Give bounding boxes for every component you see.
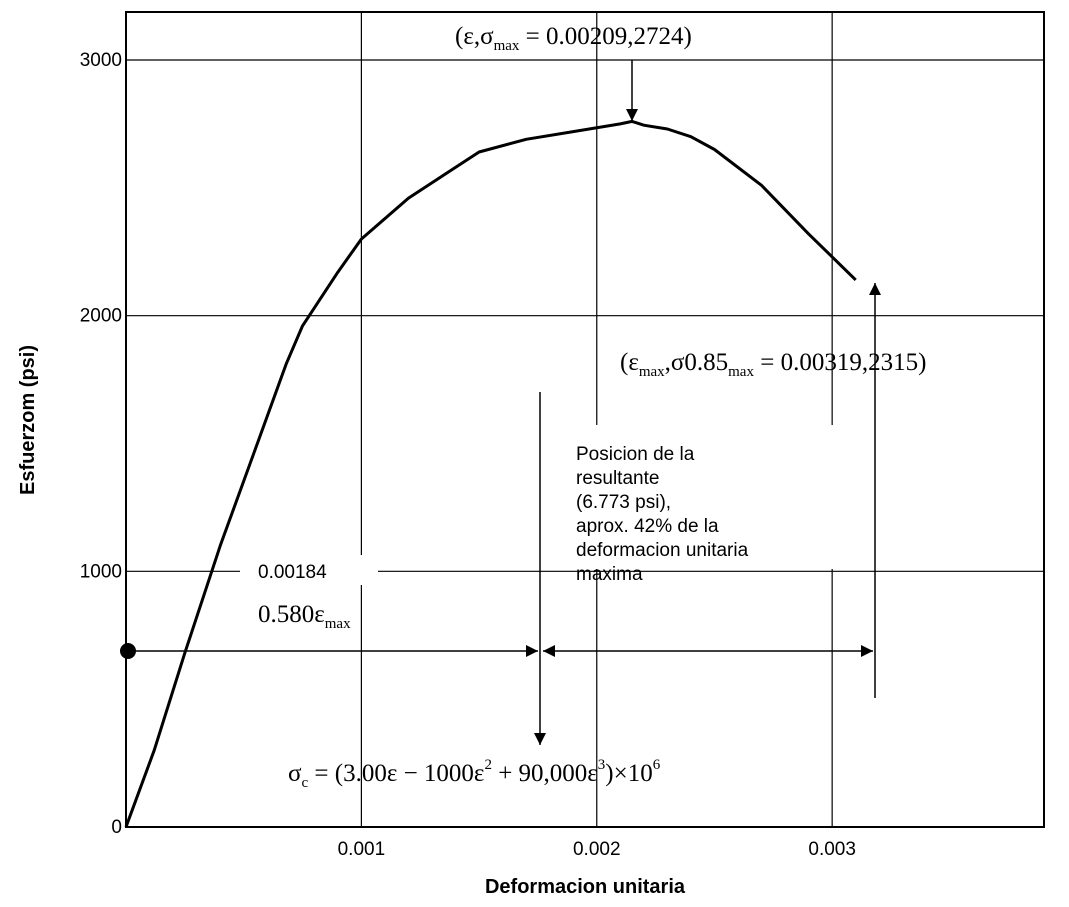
x-axis-title: Deformacion unitaria: [485, 876, 686, 898]
note-line: aprox. 42% de la: [576, 516, 719, 537]
resultant-note: Posicion de la resultante (6.773 psi), a…: [576, 444, 749, 585]
plot-frame: [125, 11, 1045, 828]
strain-ratio-label: 0.580εmax: [258, 601, 351, 632]
note-mask: [548, 425, 842, 569]
note-line: maxima: [576, 564, 643, 585]
strain-label-mask: [240, 555, 378, 585]
stress-strain-curve: [124, 119, 857, 828]
grid-lines: [126, 12, 1044, 827]
equation-annotation: σc = (3.00ε − 1000ε2 + 90,000ε3)×106: [288, 757, 661, 791]
note-line: (6.773 psi),: [576, 492, 671, 513]
series-group: [124, 119, 857, 828]
tick-labels: 0.001 0.002 0.003 0 1000 2000 3000: [80, 50, 856, 860]
strain-value-label: 0.00184: [258, 562, 327, 583]
end-point-annotation: (εmax,σ0.85max = 0.00319,2315): [620, 349, 926, 380]
y-tick-label: 1000: [80, 561, 122, 582]
y-tick-label: 2000: [80, 306, 122, 327]
x-tick-label: 0.003: [808, 839, 856, 860]
x-tick-label: 0.001: [338, 839, 386, 860]
note-line: deformacion unitaria: [576, 540, 749, 561]
y-axis-title: Esfuerzom (psi): [17, 345, 39, 495]
x-tick-label: 0.002: [573, 839, 621, 860]
y-tick-label: 0: [111, 817, 122, 838]
origin-dot: [120, 643, 136, 659]
note-line: Posicion de la: [576, 444, 695, 465]
y-tick-label: 3000: [80, 50, 122, 71]
peak-annotation: (ε,σmax = 0.00209,2724): [455, 23, 692, 54]
note-line: resultante: [576, 468, 659, 489]
